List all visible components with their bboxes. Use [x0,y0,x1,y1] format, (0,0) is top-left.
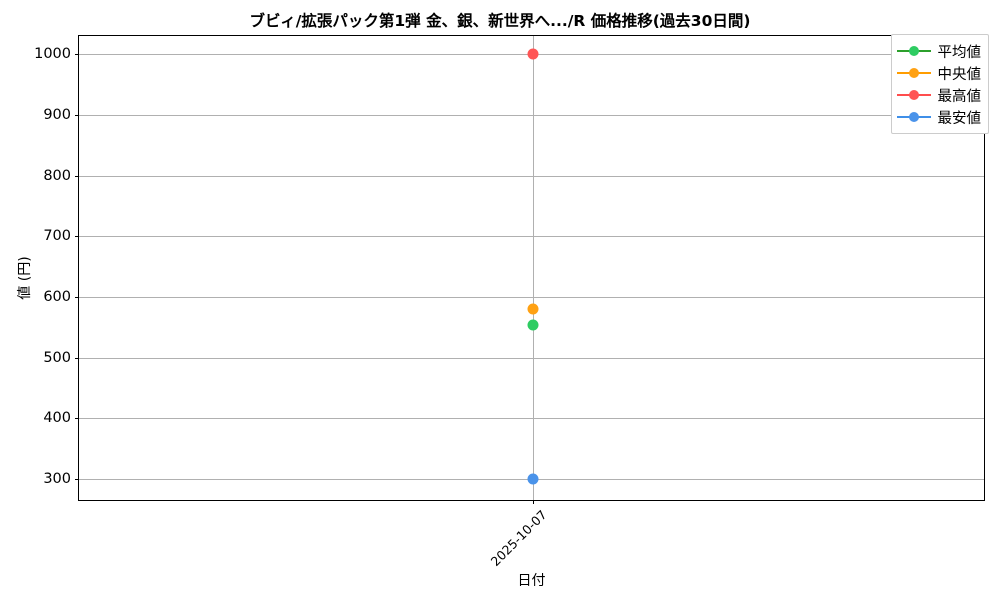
legend-marker-icon [896,45,931,57]
legend-label: 中央値 [937,66,982,83]
legend-item[interactable]: 最高値 [896,84,982,106]
y-tick-label: 700 [43,228,71,245]
y-tick-label: 600 [43,288,71,305]
y-tick-mark [75,357,79,359]
legend-item[interactable]: 最安値 [896,106,982,128]
y-tick-mark [75,478,79,480]
chart-legend: 平均値中央値最高値最安値 [890,34,989,134]
data-point-marker [527,48,538,60]
gridline-horizontal [79,175,984,177]
plot-area: 300 400 500 600 700 800 900 1000 2025-10-07 [34,35,985,569]
legend-item[interactable]: 中央値 [896,62,982,84]
y-tick-label: 900 [43,106,71,123]
gridline-vertical [532,36,534,500]
y-tick-mark [75,418,79,420]
y-tick-label: 800 [43,167,71,184]
gridline-horizontal [79,357,984,359]
legend-dot-icon [908,90,919,100]
legend-label: 平均値 [937,44,982,61]
legend-label: 最高値 [937,88,982,105]
y-tick-label: 400 [43,410,71,427]
y-tick-label: 1000 [34,46,71,63]
y-tick-label: 300 [43,470,71,487]
legend-dot-icon [908,112,919,122]
legend-item[interactable]: 平均値 [896,40,982,62]
data-point-marker [527,303,538,315]
x-tick-mark [532,500,534,504]
gridline-horizontal [79,114,984,116]
y-tick-mark [75,296,79,298]
legend-dot-icon [908,68,919,78]
legend-marker-icon [896,67,931,79]
y-tick-mark [75,236,79,238]
data-point-marker [527,319,538,331]
data-point-marker [527,473,538,485]
y-tick-label: 500 [43,349,71,366]
x-tick-label: 2025-10-07 [487,507,550,569]
gridline-horizontal [79,418,984,420]
y-tick-mark [75,114,79,116]
legend-dot-icon [908,46,919,56]
x-axis-label: 日付 [517,573,546,589]
y-axis-label: 値 (円) [17,256,33,300]
chart-title: ブビィ/拡張パック第1弾 金、銀、新世界へ.../R 価格推移(過去30日間) [249,12,751,30]
gridline-horizontal [79,236,984,238]
gridline-horizontal [79,296,984,298]
legend-label: 最安値 [937,110,982,127]
legend-marker-icon [896,89,931,101]
legend-marker-icon [896,111,931,123]
y-tick-mark [75,175,79,177]
y-tick-mark [75,54,79,56]
